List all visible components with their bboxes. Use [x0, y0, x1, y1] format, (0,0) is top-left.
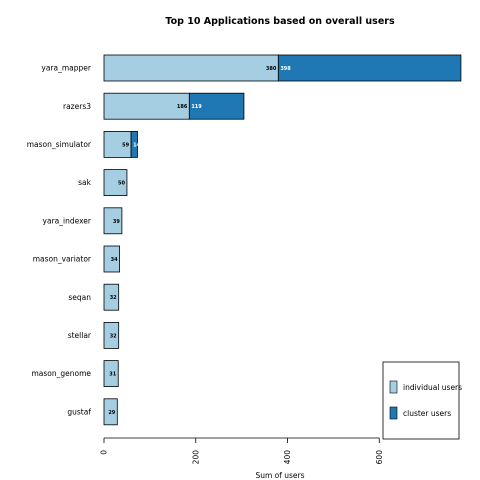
data-label-individual-users-yara-mapper: 380 — [266, 66, 277, 72]
x-axis-label: Sum of users — [255, 471, 304, 480]
bars-group: yara_mapper 380 398 razers3 186 119 mason_simu… — [27, 54, 462, 426]
bar-individual-users-stellar — [103, 321, 120, 349]
bar-individual-users-yara-indexer — [103, 207, 123, 235]
data-label-individual-users-mason-simulator: 59 — [122, 142, 129, 148]
category-label-seqan: seqan — [68, 293, 91, 302]
legend-label-individual-users: individual users — [403, 383, 462, 392]
x-tick-label-0: 0 — [100, 450, 109, 455]
category-label-gustaf: gustaf — [67, 407, 91, 416]
category-label-yara-indexer: yara_indexer — [43, 216, 92, 225]
data-label-individual-users-mason-variator: 34 — [111, 257, 118, 263]
category-label-sak: sak — [78, 178, 92, 187]
data-label-individual-users-sak: 50 — [118, 181, 125, 187]
data-label-individual-users-seqan: 32 — [110, 295, 117, 301]
x-tick-label-400: 400 — [283, 450, 292, 465]
x-tick-label-600: 600 — [375, 450, 384, 465]
data-label-cluster-users-razers3: 119 — [191, 104, 202, 110]
legend-swatch-individual-users — [389, 380, 398, 394]
bar-individual-users-seqan — [103, 283, 120, 311]
data-label-individual-users-mason-genome: 31 — [109, 372, 116, 378]
legend-swatch-cluster-users — [389, 406, 398, 420]
category-label-mason-simulator: mason_simulator — [27, 140, 92, 149]
data-label-individual-users-razers3: 186 — [177, 104, 188, 110]
bar-cluster-users-mason-simulator — [130, 130, 138, 158]
category-label-yara-mapper: yara_mapper — [41, 64, 92, 73]
category-label-stellar: stellar — [68, 331, 92, 340]
bar-individual-users-gustaf — [103, 398, 118, 426]
bar-cluster-users-razers3 — [188, 92, 245, 120]
x-axis: 0 200 400 600 — [100, 437, 384, 465]
category-label-mason-variator: mason_variator — [33, 255, 92, 264]
data-label-individual-users-stellar: 32 — [110, 333, 117, 339]
category-label-mason-genome: mason_genome — [31, 369, 91, 378]
bar-individual-users-sak — [103, 169, 128, 197]
data-label-cluster-users-yara-mapper: 398 — [280, 66, 291, 72]
bar-individual-users-mason-variator — [103, 245, 120, 273]
bar-individual-users-yara-mapper — [103, 54, 279, 82]
data-label-cluster-users-mason-simulator: 14 — [133, 142, 140, 148]
legend-box — [382, 361, 460, 440]
category-label-razers3: razers3 — [63, 102, 91, 111]
legend-label-cluster-users: cluster users — [403, 409, 451, 418]
bar-individual-users-mason-genome — [103, 360, 119, 388]
data-label-individual-users-yara-indexer: 39 — [113, 219, 120, 225]
chart-title: Top 10 Applications based on overall use… — [165, 16, 395, 27]
data-label-individual-users-gustaf: 29 — [108, 410, 115, 416]
x-tick-label-200: 200 — [191, 450, 200, 465]
bar-cluster-users-yara-mapper — [277, 54, 462, 82]
legend: individual users cluster users — [382, 361, 462, 440]
